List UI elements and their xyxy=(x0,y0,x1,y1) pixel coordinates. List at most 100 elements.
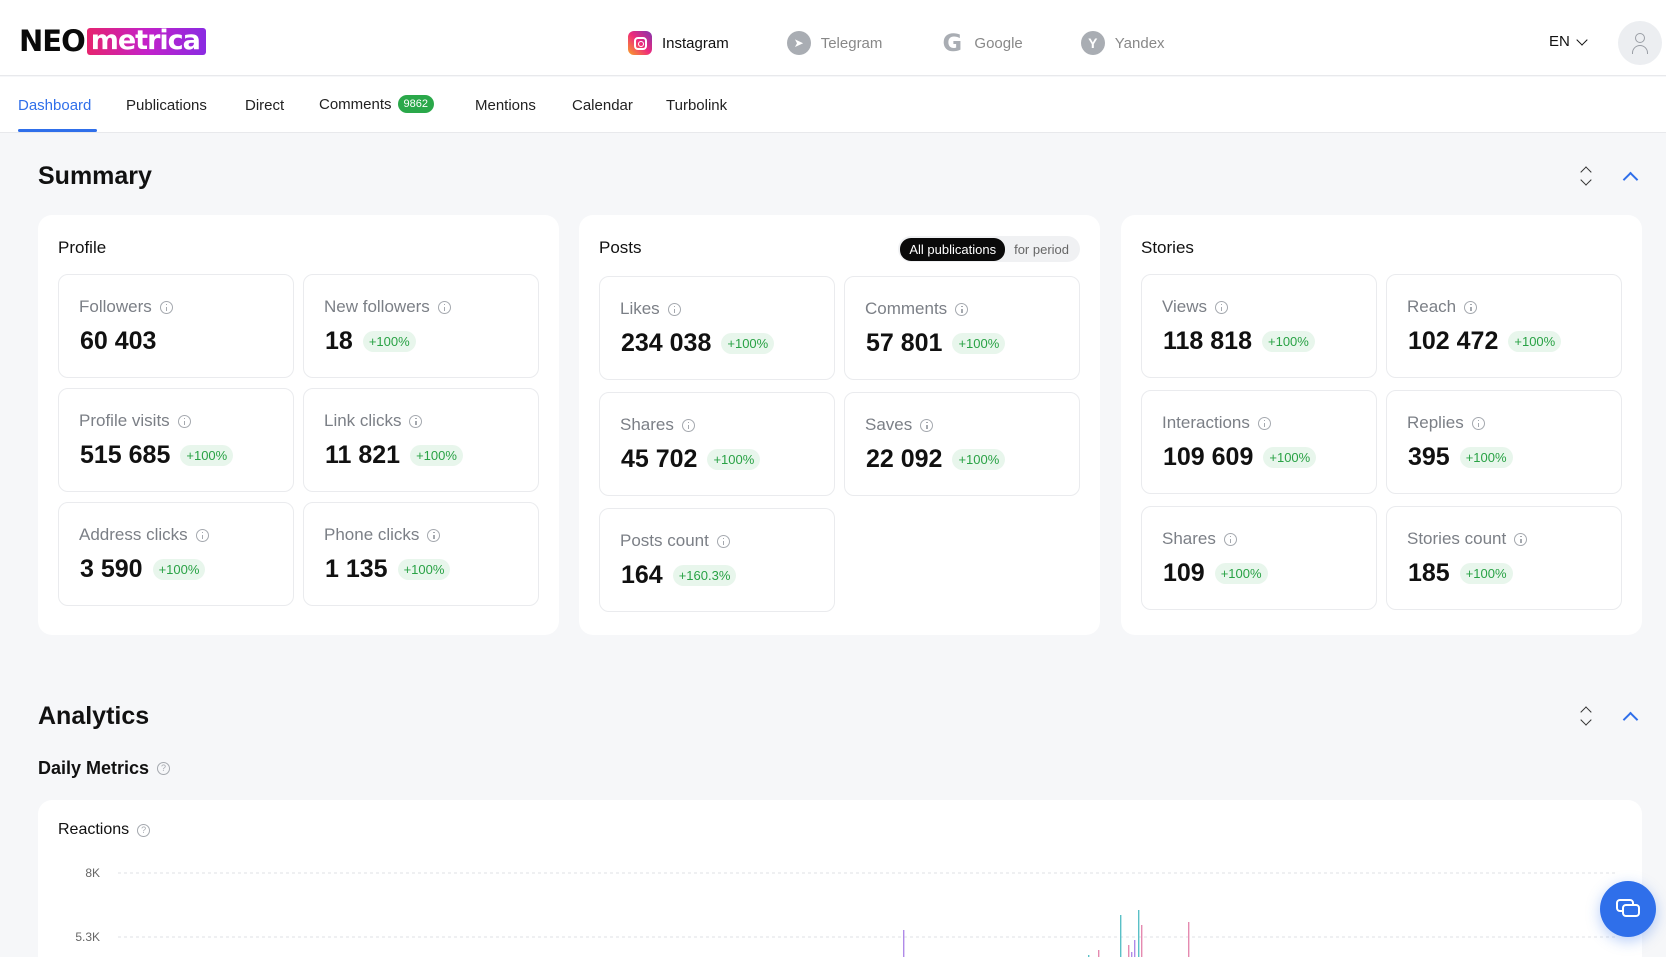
tab-label: Dashboard xyxy=(18,97,92,114)
info-icon[interactable] xyxy=(195,528,209,542)
info-icon[interactable] xyxy=(177,414,191,428)
info-icon[interactable] xyxy=(1223,532,1237,546)
delta-badge: +100% xyxy=(1263,447,1317,468)
info-icon[interactable] xyxy=(716,534,730,548)
toggle-all-publications[interactable]: All publications xyxy=(900,237,1006,261)
chart-bar xyxy=(1134,940,1136,957)
delta-badge: +100% xyxy=(152,559,206,580)
info-icon[interactable] xyxy=(681,418,695,432)
metric-label: New followers xyxy=(324,297,430,316)
info-icon[interactable] xyxy=(427,528,441,542)
metric-value: 185 xyxy=(1408,559,1450,587)
delta-badge: +100% xyxy=(1214,563,1268,584)
comments-count-badge: 9862 xyxy=(397,95,435,113)
metric-value: 234 038 xyxy=(621,329,712,357)
metric-label: Reach xyxy=(1407,297,1457,316)
metric-label: Profile visits xyxy=(79,411,170,430)
chart-bar xyxy=(1098,950,1100,957)
metric-card: Replies 395 +100% xyxy=(1386,390,1622,494)
info-icon[interactable] xyxy=(1215,300,1229,314)
delta-badge: +100% xyxy=(707,449,761,470)
user-icon-body xyxy=(1632,45,1648,54)
info-icon[interactable] xyxy=(409,414,423,428)
info-icon[interactable] xyxy=(955,302,969,316)
panel-title: Stories xyxy=(1141,238,1194,257)
platform-label: Telegram xyxy=(820,34,883,52)
top-bar: NEO metrica Instagram ➤ Telegram G Googl… xyxy=(0,0,1666,76)
info-icon[interactable] xyxy=(1514,532,1528,546)
tab-turbolink[interactable]: Turbolink xyxy=(666,97,727,114)
tab-label: Turbolink xyxy=(666,97,728,114)
metric-value: 515 685 xyxy=(80,441,171,469)
user-icon xyxy=(1635,33,1645,43)
metric-label: Likes xyxy=(620,299,660,318)
metric-label: Comments xyxy=(865,299,948,318)
platform-yandex[interactable]: Y Yandex xyxy=(1080,28,1165,58)
help-icon[interactable]: ? xyxy=(157,762,171,775)
chart-bar xyxy=(903,930,905,957)
metric-value: 164 xyxy=(621,561,663,589)
help-icon[interactable]: ? xyxy=(137,823,151,837)
panel-title: Posts xyxy=(599,238,642,257)
info-icon[interactable] xyxy=(1471,416,1485,430)
chevron-up-icon[interactable] xyxy=(1622,168,1638,184)
language-selector[interactable]: EN xyxy=(1549,33,1588,50)
platform-label: Google xyxy=(974,34,1023,52)
sort-icon[interactable] xyxy=(1579,704,1593,728)
metric-label: Stories count xyxy=(1407,529,1507,548)
metric-card: Posts count 164 +160.3% xyxy=(599,508,835,612)
tab-direct[interactable]: Direct xyxy=(245,97,284,114)
metric-label: Phone clicks xyxy=(324,525,420,544)
metric-card: Interactions 109 609 +100% xyxy=(1141,390,1377,494)
metric-card: Comments 57 801 +100% xyxy=(844,276,1080,380)
y-tick-label: 5.3K xyxy=(75,930,100,944)
logo-metrica: metrica xyxy=(86,27,206,55)
tab-mentions[interactable]: Mentions xyxy=(475,97,536,114)
active-tab-indicator xyxy=(18,129,97,132)
nav-tabs: Dashboard Publications Direct Comments 9… xyxy=(0,77,1666,133)
tab-publications[interactable]: Publications xyxy=(126,97,207,114)
chat-icon-front xyxy=(1622,904,1640,917)
metric-label: Posts count xyxy=(620,531,709,550)
tab-comments[interactable]: Comments 9862 xyxy=(319,95,435,113)
chart-title: Reactions ? xyxy=(58,821,151,839)
info-icon[interactable] xyxy=(437,300,451,314)
info-icon[interactable] xyxy=(667,302,681,316)
y-tick-label: 8K xyxy=(85,866,100,880)
logo[interactable]: NEO metrica xyxy=(19,24,206,58)
info-icon[interactable] xyxy=(1257,416,1271,430)
delta-badge: +100% xyxy=(397,559,451,580)
metric-card: Reach 102 472 +100% xyxy=(1386,274,1622,378)
info-icon[interactable] xyxy=(920,418,934,432)
tab-label: Publications xyxy=(126,97,207,114)
reactions-chart-card: Reactions ? 8K 5.3K xyxy=(38,800,1642,957)
platform-telegram[interactable]: ➤ Telegram xyxy=(786,28,883,58)
metric-card: Phone clicks 1 135 +100% xyxy=(303,502,539,606)
delta-badge: +100% xyxy=(1508,331,1562,352)
metric-value: 109 609 xyxy=(1163,443,1254,471)
panel-title: Profile xyxy=(58,238,107,257)
posts-scope-toggle: All publications for period xyxy=(898,236,1080,262)
chevron-up-icon[interactable] xyxy=(1622,708,1638,724)
platform-switcher: Instagram ➤ Telegram G Google Y Yandex xyxy=(628,28,1223,58)
toggle-for-period[interactable]: for period xyxy=(1014,241,1069,257)
platform-label: Instagram xyxy=(662,34,729,52)
tab-calendar[interactable]: Calendar xyxy=(572,97,633,114)
delta-badge: +100% xyxy=(180,445,234,466)
metric-card: Profile visits 515 685 +100% xyxy=(58,388,294,492)
metric-card: Saves 22 092 +100% xyxy=(844,392,1080,496)
chat-support-button[interactable] xyxy=(1600,881,1656,937)
user-avatar[interactable] xyxy=(1618,21,1662,65)
tab-dashboard[interactable]: Dashboard xyxy=(18,97,91,114)
daily-metrics-title: Daily Metrics ? xyxy=(38,758,171,779)
platform-google[interactable]: G Google xyxy=(940,28,1023,58)
tab-label: Mentions xyxy=(475,97,536,114)
metric-value: 57 801 xyxy=(866,329,943,357)
tab-label: Direct xyxy=(245,97,285,114)
info-icon[interactable] xyxy=(1464,300,1478,314)
platform-instagram[interactable]: Instagram xyxy=(628,28,729,58)
metric-card: New followers 18 +100% xyxy=(303,274,539,378)
tab-label: Comments xyxy=(319,95,392,113)
info-icon[interactable] xyxy=(159,300,173,314)
sort-icon[interactable] xyxy=(1579,164,1593,188)
